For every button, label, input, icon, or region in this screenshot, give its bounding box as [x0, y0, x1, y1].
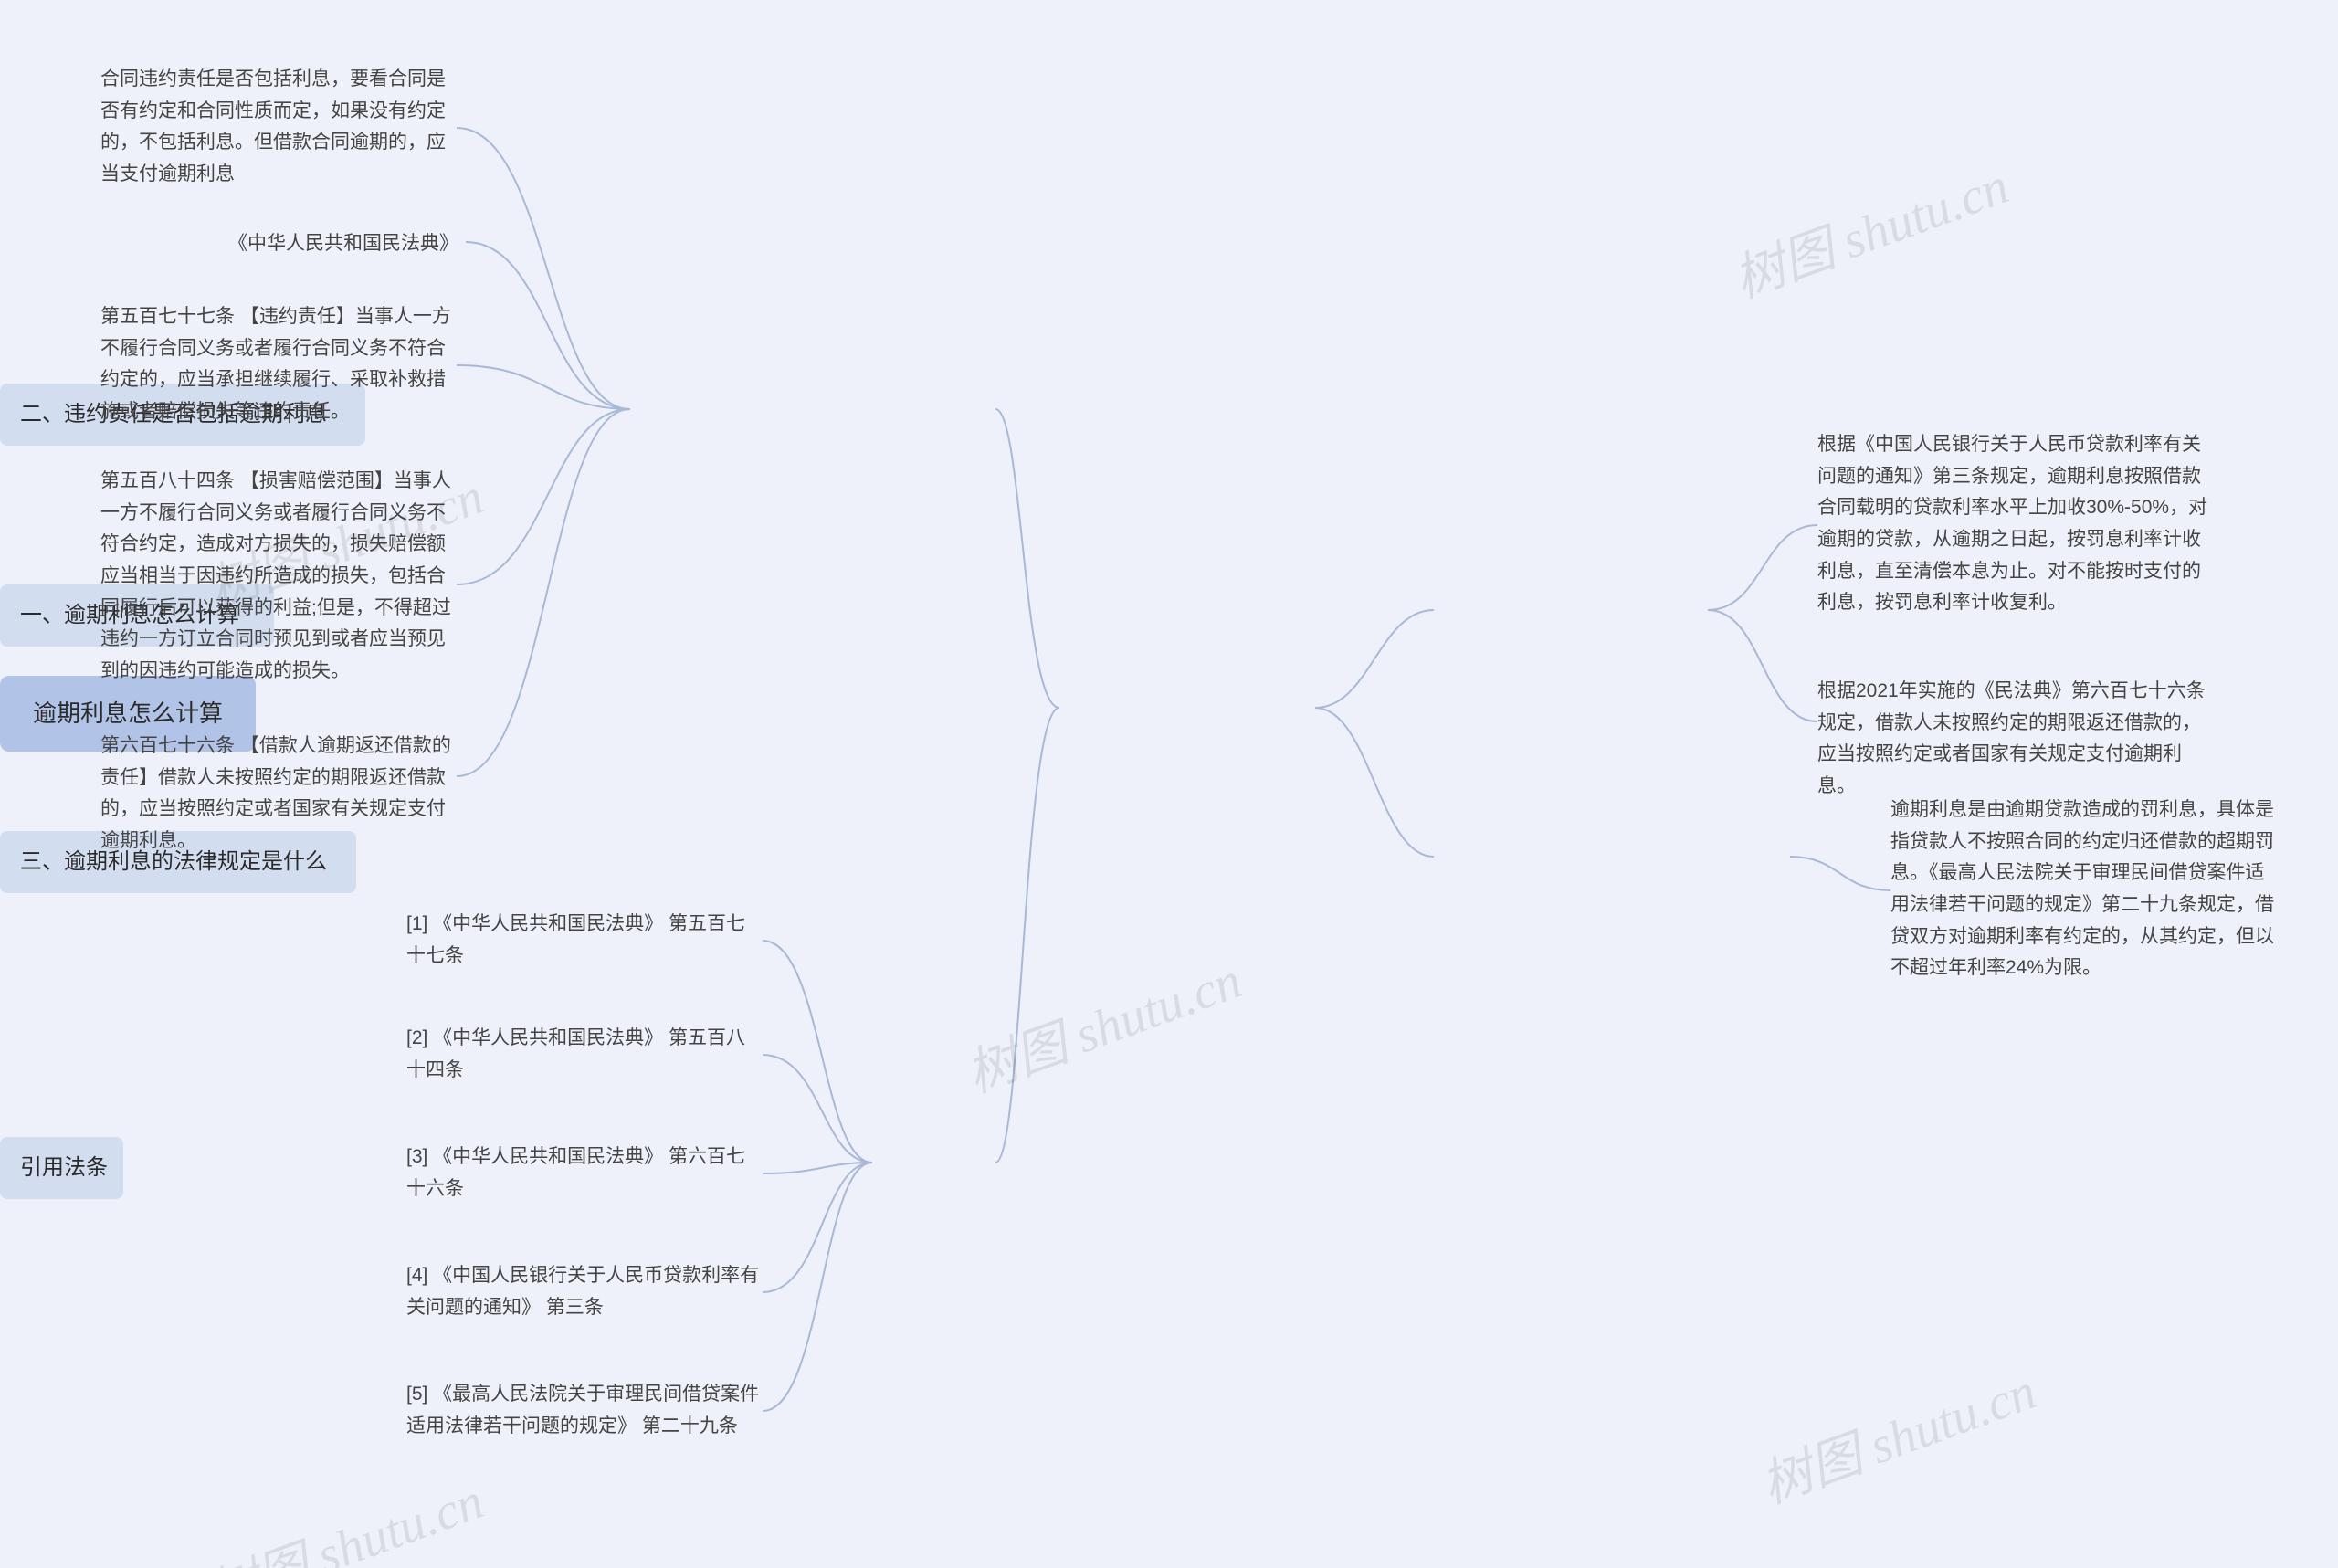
leaf-s2-5: 第六百七十六条 【借款人逾期返还借款的责任】借款人未按照约定的期限返还借款的，应…: [100, 731, 457, 858]
connector: [1708, 610, 1817, 721]
leaf-ref-2: [2] 《中华人民共和国民法典》 第五百八十四条: [406, 1023, 763, 1086]
leaf-ref-3: [3] 《中华人民共和国民法典》 第六百七十六条: [406, 1142, 763, 1205]
leaf-ref-4: [4] 《中国人民银行关于人民币贷款利率有关问题的通知》 第三条: [406, 1260, 763, 1323]
watermark: 树图 shutu.cn: [197, 1460, 492, 1568]
connector: [763, 1163, 872, 1411]
leaf-s2-2: 《中华人民共和国民法典》: [228, 228, 458, 260]
connector: [1790, 857, 1890, 890]
connector: [763, 941, 872, 1163]
leaf-s2-3: 第五百七十七条 【违约责任】当事人一方不履行合同义务或者履行合同义务不符合约定的…: [100, 301, 457, 428]
connector: [457, 409, 630, 776]
watermark: 树图 shutu.cn: [955, 940, 1250, 1108]
leaf-s2-4: 第五百八十四条 【损害赔偿范围】当事人一方不履行合同义务或者履行合同义务不符合约…: [100, 466, 457, 687]
connector: [1315, 708, 1434, 857]
watermark: 树图 shutu.cn: [1722, 145, 2017, 313]
branch-ref[interactable]: 引用法条: [0, 1137, 123, 1199]
connector: [763, 1055, 872, 1163]
connector: [995, 708, 1059, 1163]
connector: [466, 242, 630, 409]
connector: [457, 128, 630, 409]
connector: [457, 409, 630, 584]
leaf-s1-1: 根据《中国人民银行关于人民币贷款利率有关问题的通知》第三条规定，逾期利息按照借款…: [1817, 429, 2210, 619]
leaf-ref-1: [1] 《中华人民共和国民法典》 第五百七十七条: [406, 909, 763, 972]
leaf-ref-5: [5] 《最高人民法院关于审理民间借贷案件适用法律若干问题的规定》 第二十九条: [406, 1379, 763, 1442]
leaf-s3-1: 逾期利息是由逾期贷款造成的罚利息，具体是指贷款人不按照合同的约定归还借款的超期罚…: [1890, 795, 2283, 984]
connector: [763, 1163, 872, 1173]
watermark: 树图 shutu.cn: [1750, 1351, 2045, 1519]
connector: [995, 409, 1059, 708]
connector: [457, 365, 630, 409]
connector: [1315, 610, 1434, 708]
connector: [763, 1163, 872, 1292]
connector: [1708, 525, 1817, 610]
leaf-s1-2: 根据2021年实施的《民法典》第六百七十六条规定，借款人未按照约定的期限返还借款…: [1817, 676, 2210, 803]
leaf-s2-1: 合同违约责任是否包括利息，要看合同是否有约定和合同性质而定，如果没有约定的，不包…: [100, 64, 457, 191]
